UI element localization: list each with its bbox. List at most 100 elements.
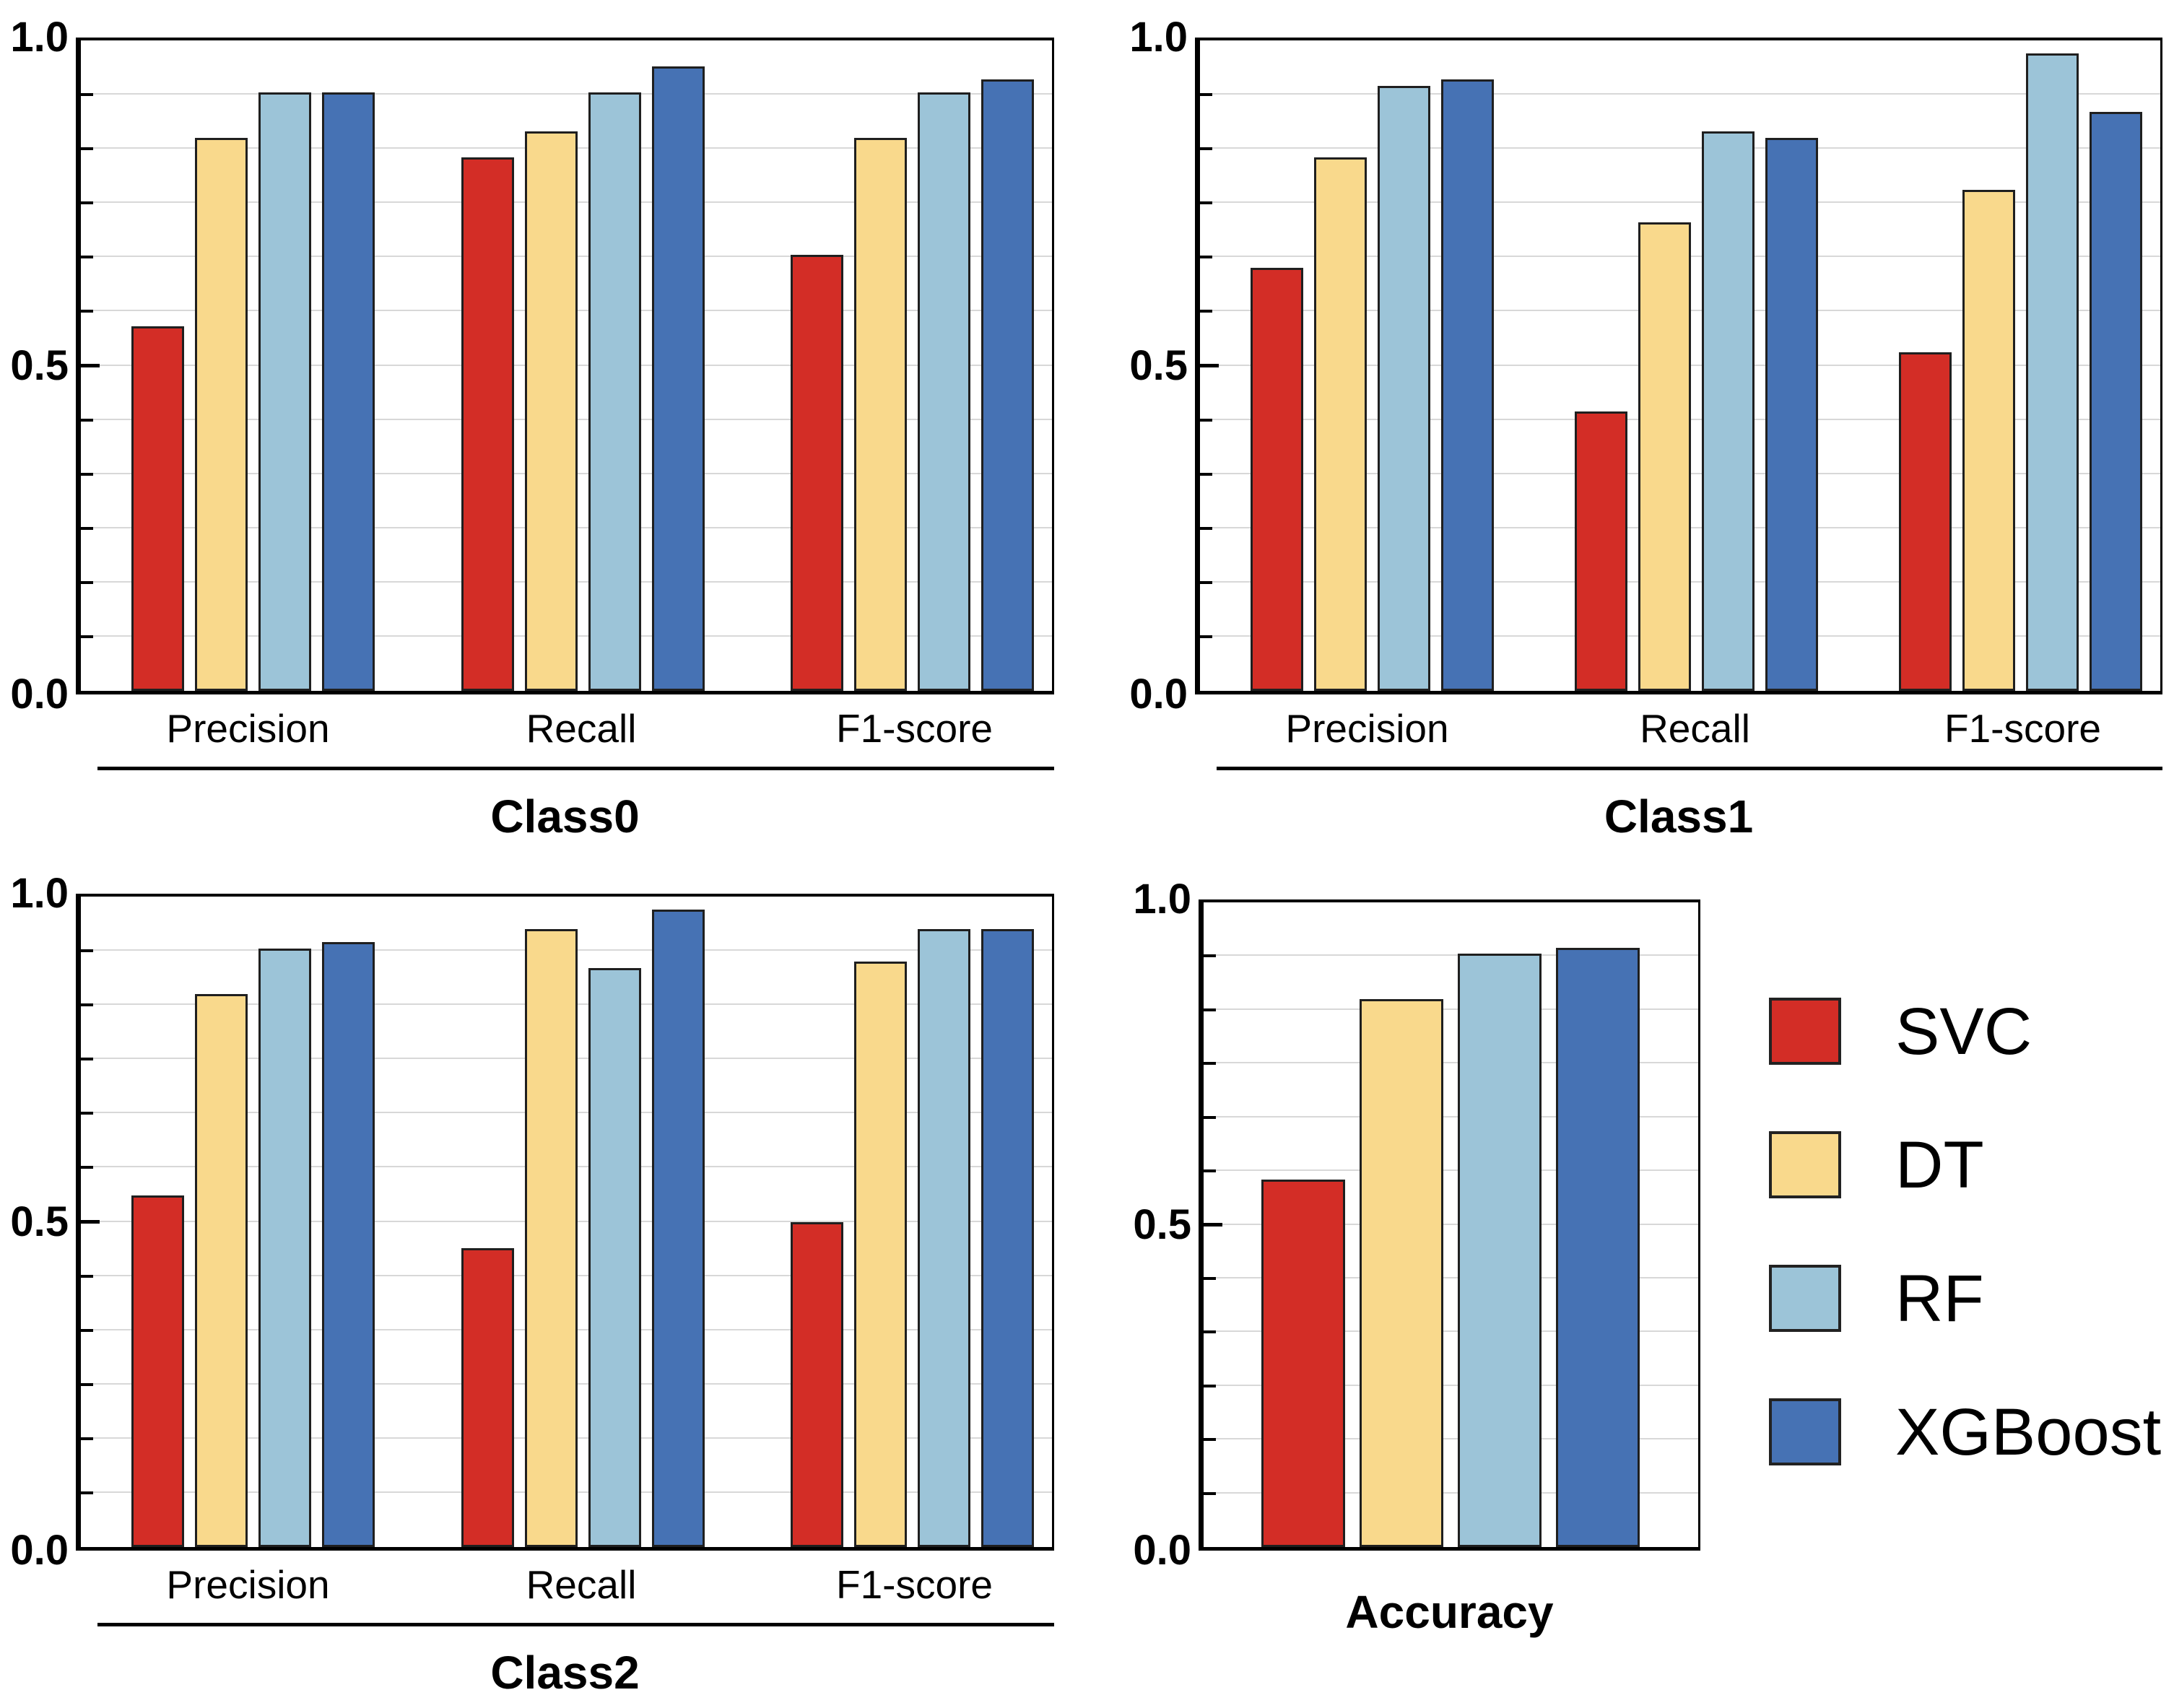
- bar-xgboost-recall: [651, 66, 705, 691]
- legend-item-rf: RF: [1769, 1265, 2161, 1332]
- bar-svc-precision: [1251, 268, 1303, 691]
- bar-xgboost-accuracy: [1556, 947, 1640, 1547]
- y-tick-major: [1204, 1222, 1222, 1226]
- bar-dt-precision: [1314, 157, 1367, 691]
- bar-svc-recall: [461, 157, 514, 691]
- bar-xgboost-recall: [1765, 138, 1818, 691]
- bar-svc-recall: [1575, 411, 1627, 691]
- plot-area-class0: [76, 38, 1054, 694]
- y-tick-minor: [81, 310, 93, 313]
- y-tick-minor: [81, 256, 93, 259]
- y-tick-minor: [81, 1491, 93, 1494]
- panel-title-class0: Class0: [490, 790, 640, 842]
- y-tick-major: [1200, 363, 1219, 367]
- y-tick-minor: [81, 201, 93, 205]
- category-label-precision: Precision: [166, 706, 330, 751]
- bar-xgboost-f1-score: [981, 929, 1034, 1547]
- bar-dt-accuracy: [1360, 998, 1443, 1547]
- legend-swatch-xgboost: [1769, 1398, 1841, 1465]
- y-axis-tick-label: 0.0: [1133, 1527, 1191, 1574]
- bar-svc-accuracy: [1261, 1180, 1345, 1547]
- y-axis-tick-label: 1.0: [1133, 876, 1191, 923]
- legend-label-svc: SVC: [1895, 994, 2032, 1068]
- y-tick-minor: [1200, 472, 1212, 476]
- bar-dt-f1-score: [1962, 190, 2015, 691]
- y-tick-minor: [1204, 1276, 1216, 1280]
- panel-title-class2: Class2: [490, 1647, 640, 1699]
- y-tick-minor: [1204, 1062, 1216, 1066]
- y-tick-major: [81, 363, 100, 367]
- plot-area-class2: [76, 894, 1054, 1551]
- plot-area-class1: [1195, 38, 2162, 694]
- bar-dt-precision: [195, 138, 248, 691]
- category-label-f1-score: F1-score: [1944, 706, 2101, 751]
- gridline: [1204, 954, 1698, 957]
- gridline: [1204, 1330, 1698, 1333]
- y-tick-minor: [81, 147, 93, 151]
- bar-svc-f1-score: [1899, 352, 1952, 691]
- y-axis-tick-label: 1.0: [10, 870, 69, 917]
- y-tick-minor: [1200, 526, 1212, 530]
- bar-group-accuracy: [1261, 902, 1640, 1547]
- y-tick-minor: [81, 1274, 93, 1278]
- category-label-precision: Precision: [166, 1562, 330, 1607]
- y-axis-tick-label: 0.0: [10, 1527, 69, 1574]
- y-tick-minor: [81, 1382, 93, 1386]
- bar-xgboost-f1-score: [2090, 112, 2142, 691]
- y-tick-minor: [1204, 954, 1216, 958]
- y-tick-minor: [1204, 1330, 1216, 1334]
- y-tick-minor: [81, 949, 93, 953]
- bar-dt-f1-score: [854, 962, 907, 1547]
- y-tick-minor: [1200, 93, 1212, 97]
- bar-xgboost-precision: [1441, 79, 1494, 691]
- legend-label-dt: DT: [1895, 1128, 1984, 1202]
- y-tick-minor: [1200, 418, 1212, 422]
- bar-rf-precision: [1378, 86, 1430, 691]
- gridline: [1204, 1008, 1698, 1010]
- y-tick-minor: [1204, 1008, 1216, 1011]
- bar-xgboost-precision: [322, 942, 375, 1547]
- bar-group-recall: [461, 897, 705, 1547]
- y-tick-minor: [1204, 1491, 1216, 1495]
- bar-rf-accuracy: [1458, 954, 1542, 1547]
- y-tick-minor: [81, 1003, 93, 1007]
- y-tick-minor: [81, 1112, 93, 1115]
- bar-svc-f1-score: [791, 1221, 843, 1547]
- bar-group-f1-score: [791, 897, 1034, 1547]
- y-axis-tick-label: 0.5: [10, 1198, 69, 1245]
- panel-class1: 1.0 0.5 0.0 Precision Recall F1-score Class1: [1119, 0, 2162, 856]
- gridline: [1204, 1062, 1698, 1064]
- gridline: [1204, 1491, 1698, 1494]
- y-tick-minor: [81, 526, 93, 530]
- gridline: [1204, 1115, 1698, 1117]
- category-label-f1-score: F1-score: [836, 706, 993, 751]
- bars-row: [81, 40, 1052, 691]
- bar-rf-precision: [258, 92, 311, 691]
- y-axis-tick-label: 1.0: [1129, 14, 1188, 61]
- y-axis-tick-label: 0.0: [10, 671, 69, 718]
- legend-label-rf: RF: [1895, 1261, 1984, 1336]
- y-tick-minor: [81, 1437, 93, 1440]
- bar-xgboost-recall: [651, 910, 705, 1547]
- y-tick-minor: [81, 1166, 93, 1169]
- bar-svc-f1-score: [791, 255, 843, 691]
- gridline: [1200, 201, 2160, 204]
- category-label-recall: Recall: [526, 706, 637, 751]
- y-tick-minor: [1204, 1169, 1216, 1173]
- category-label-recall: Recall: [1640, 706, 1750, 751]
- y-tick-minor: [1200, 580, 1212, 584]
- legend-item-svc: SVC: [1769, 998, 2161, 1065]
- panel-class2: 1.0 0.5 0.0 Precision Recall F1-score Class2: [0, 856, 1054, 1708]
- y-tick-minor: [1200, 635, 1212, 638]
- bar-dt-recall: [524, 131, 578, 691]
- bars-row: [1200, 40, 2160, 691]
- y-tick-minor: [1200, 256, 1212, 259]
- bar-group-recall: [461, 40, 705, 691]
- bar-xgboost-f1-score: [981, 79, 1034, 691]
- plot-area-accuracy: [1199, 899, 1700, 1551]
- panel-underline: [97, 1623, 1054, 1626]
- gridline: [1204, 1223, 1698, 1225]
- category-label-recall: Recall: [526, 1562, 637, 1607]
- bar-rf-precision: [258, 949, 311, 1547]
